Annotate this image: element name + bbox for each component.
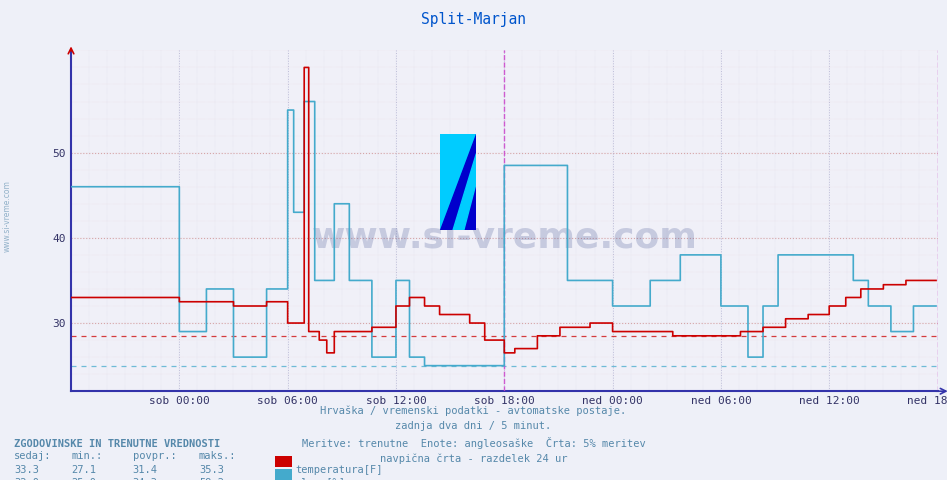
Text: temperatura[F]: temperatura[F] [295,465,383,475]
Text: vlaga[%]: vlaga[%] [295,478,346,480]
Text: www.si-vreme.com: www.si-vreme.com [312,221,697,255]
Text: 35.3: 35.3 [199,465,223,475]
Text: 34.3: 34.3 [133,478,157,480]
Text: Split-Marjan: Split-Marjan [421,12,526,27]
Polygon shape [440,134,476,230]
Text: Hrvaška / vremenski podatki - avtomatske postaje.: Hrvaška / vremenski podatki - avtomatske… [320,406,627,416]
Text: ZGODOVINSKE IN TRENUTNE VREDNOSTI: ZGODOVINSKE IN TRENUTNE VREDNOSTI [14,439,221,449]
Polygon shape [453,154,476,230]
Text: 32.0: 32.0 [14,478,39,480]
Text: Meritve: trenutne  Enote: angleosaške  Črta: 5% meritev: Meritve: trenutne Enote: angleosaške Črt… [302,437,645,449]
Text: www.si-vreme.com: www.si-vreme.com [3,180,12,252]
Text: 59.2: 59.2 [199,478,223,480]
Text: 25.0: 25.0 [71,478,96,480]
Text: zadnja dva dni / 5 minut.: zadnja dva dni / 5 minut. [396,421,551,432]
Text: 31.4: 31.4 [133,465,157,475]
Text: navpična črta - razdelek 24 ur: navpična črta - razdelek 24 ur [380,453,567,464]
Text: sedaj:: sedaj: [14,451,52,461]
Polygon shape [440,134,476,230]
Text: maks.:: maks.: [199,451,237,461]
Text: povpr.:: povpr.: [133,451,176,461]
Text: 33.3: 33.3 [14,465,39,475]
Text: 27.1: 27.1 [71,465,96,475]
Text: min.:: min.: [71,451,102,461]
